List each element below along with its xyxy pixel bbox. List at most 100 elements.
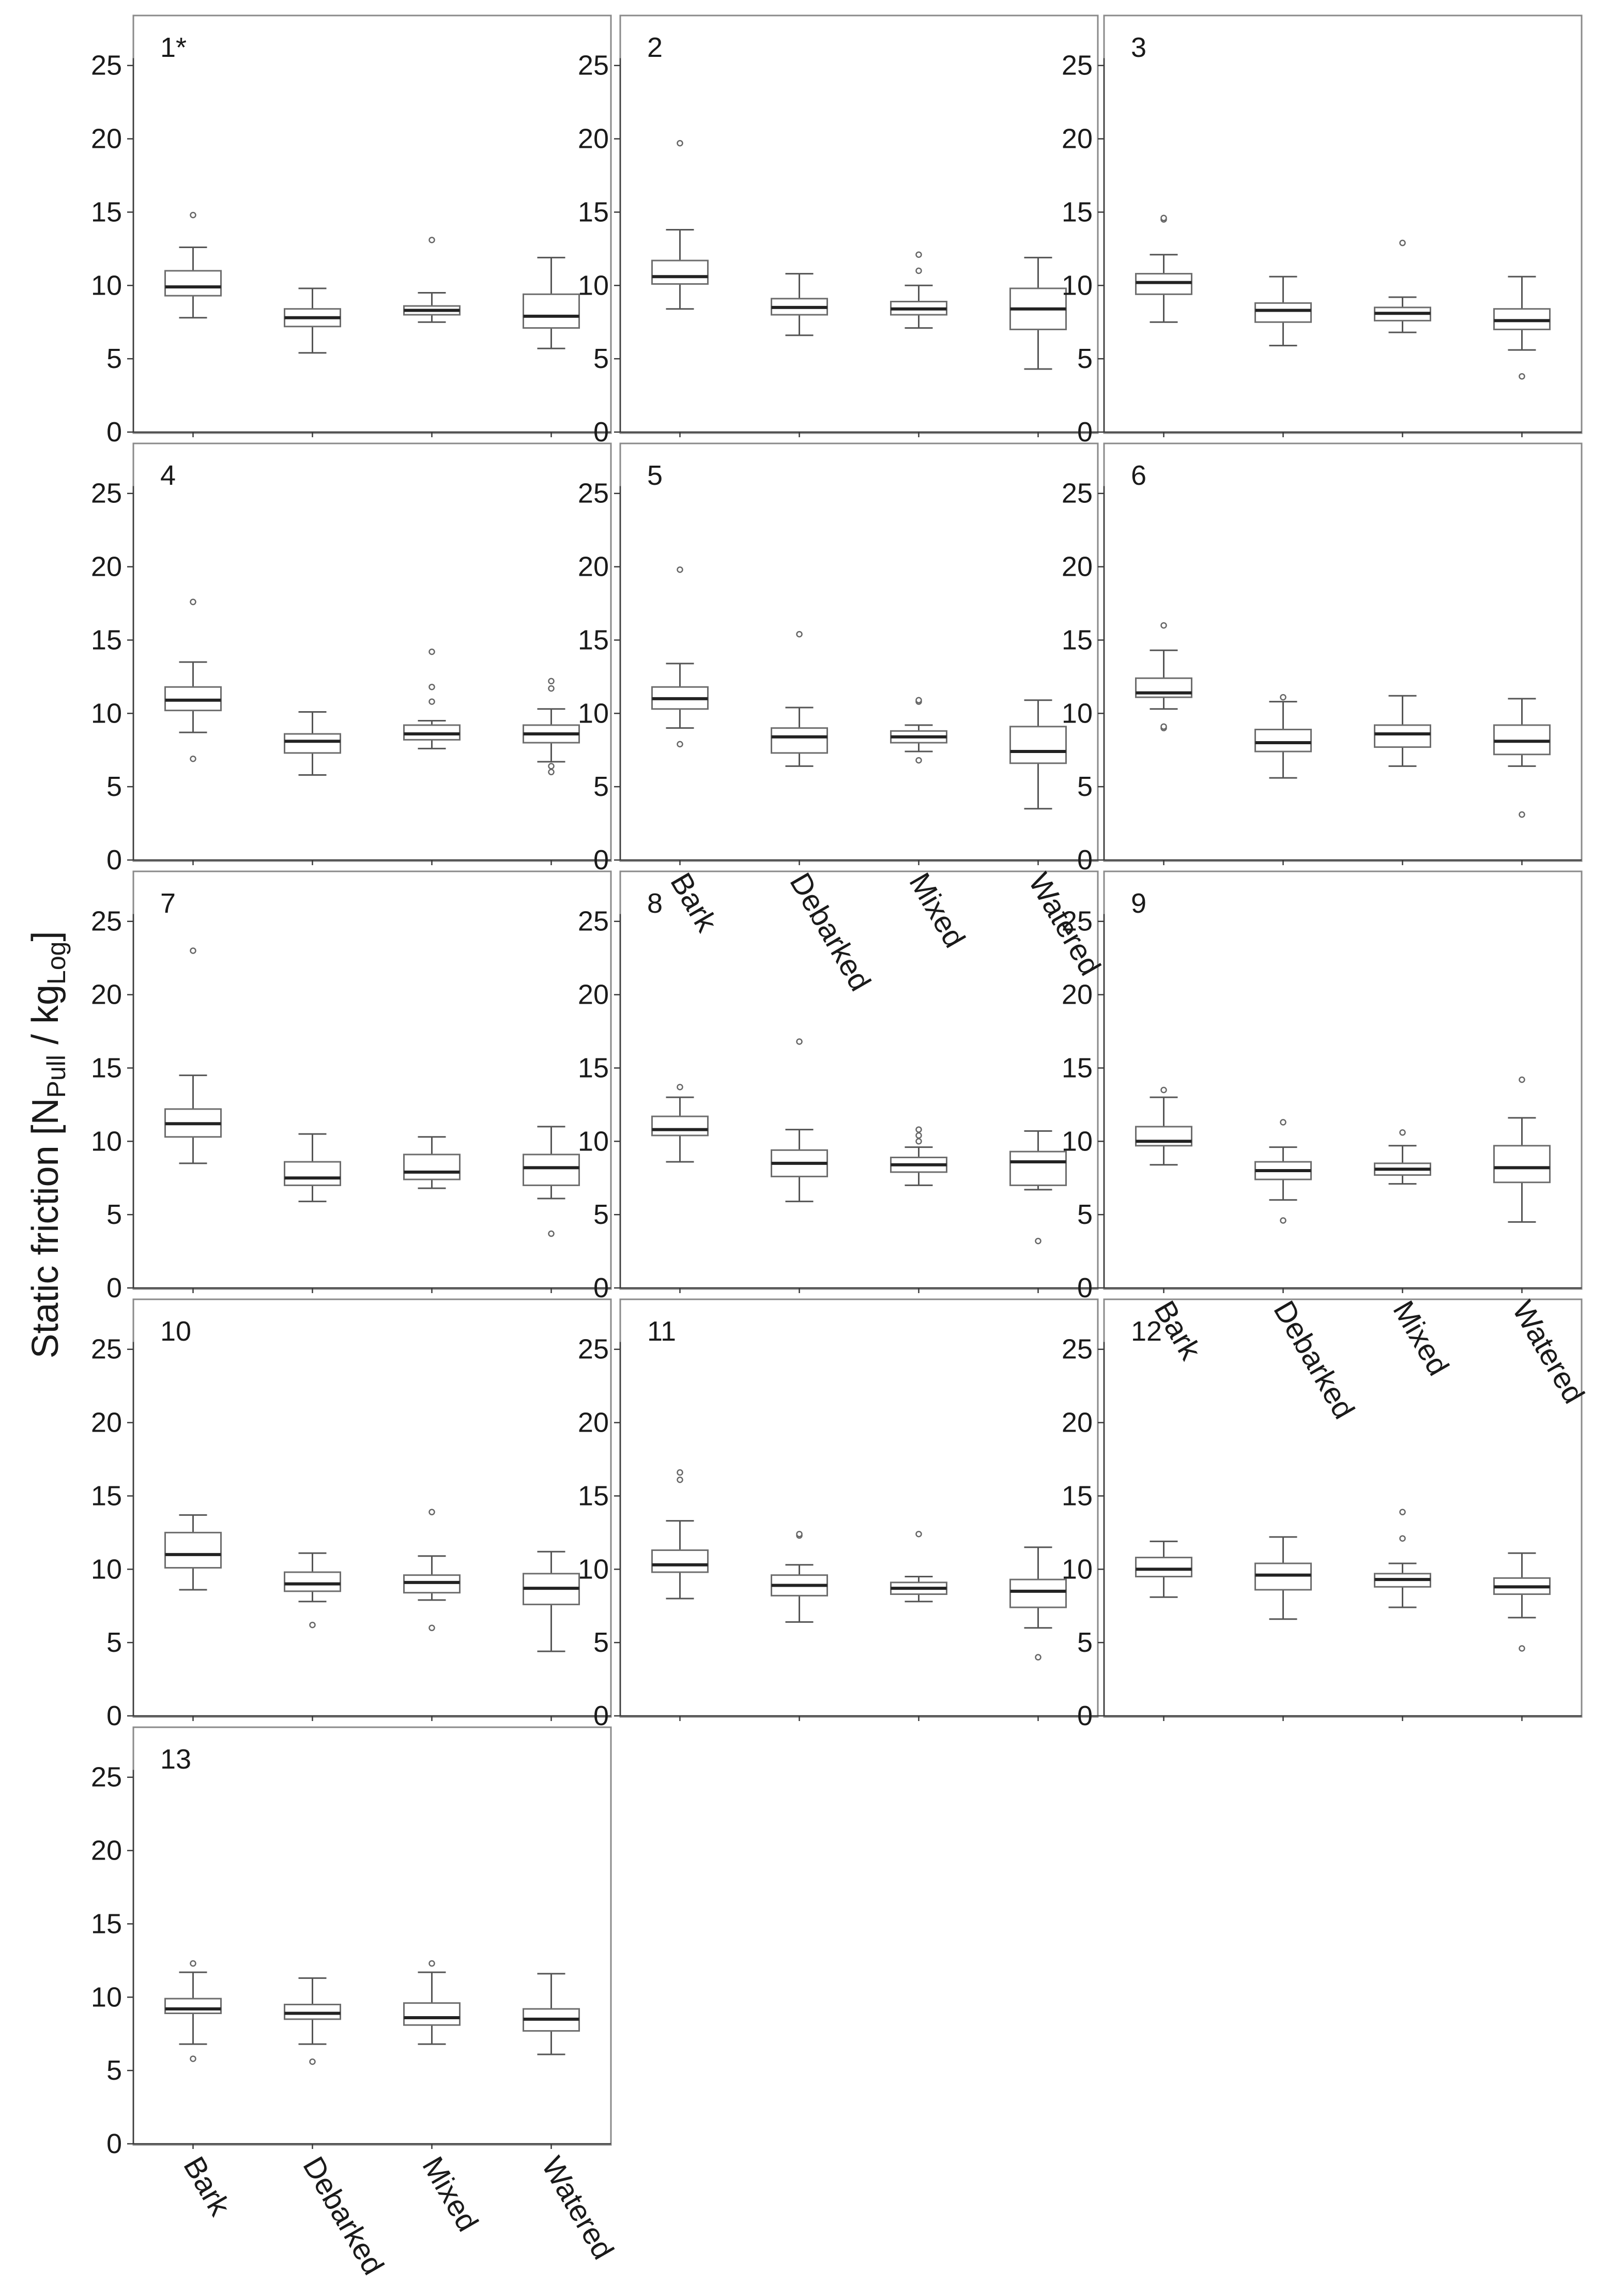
box-mixed (1374, 695, 1431, 767)
outlier-point (548, 678, 555, 685)
panel-frame (619, 14, 1099, 434)
iqr-box (403, 1154, 461, 1180)
iqr-box (403, 2002, 461, 2026)
y-tick-label: 25 (578, 1334, 609, 1365)
box-debarked (284, 1552, 341, 1629)
panel-label: 5 (647, 460, 663, 491)
iqr-box (1254, 729, 1312, 753)
box-bark (1135, 214, 1192, 323)
panel-label: 10 (160, 1316, 191, 1347)
y-tick-label: 25 (91, 906, 122, 937)
outlier-point (428, 1509, 435, 1515)
iqr-box (1135, 1557, 1192, 1577)
y-tick-label: 0 (106, 417, 122, 448)
outlier-point (915, 697, 922, 704)
panel-frame (619, 442, 1099, 862)
outlier-point (428, 698, 435, 705)
panel-frame (1103, 442, 1583, 862)
box-bark (1135, 1540, 1192, 1598)
iqr-box (1009, 1578, 1067, 1608)
outlier-point (190, 598, 196, 605)
outlier-point (1399, 239, 1406, 247)
iqr-box (1254, 302, 1312, 323)
box-debarked (284, 1133, 341, 1203)
category-label-debarked: Debarked (1267, 1295, 1361, 1424)
panel-12: 0 5 10 15 20 25 12 (1062, 1298, 1583, 1731)
iqr-box (284, 1571, 341, 1592)
box-mixed (403, 648, 461, 749)
box-mixed (890, 1530, 947, 1603)
panel-label: 13 (160, 1744, 191, 1775)
box-mixed (1374, 239, 1431, 333)
outlier-point (796, 1038, 803, 1045)
outlier-point (677, 1476, 683, 1483)
y-tick-label: 0 (593, 844, 609, 876)
y-tick-label: 5 (593, 343, 609, 374)
y-tick-label: 25 (1062, 478, 1093, 509)
y-tick-label: 15 (578, 196, 609, 227)
box-watered (523, 1550, 580, 1652)
y-tick-label: 10 (1062, 270, 1093, 301)
y-tick-label: 5 (593, 771, 609, 802)
iqr-box (1374, 724, 1431, 748)
box-debarked (771, 273, 828, 336)
panels-layer: 05101520251*0510152025205101520253051015… (91, 14, 1591, 2280)
y-tick-label: 20 (578, 979, 609, 1010)
outlier-point (190, 211, 196, 219)
box-bark (651, 566, 709, 748)
y-tick-label: 15 (1062, 1052, 1093, 1083)
y-tick-label: 5 (106, 771, 122, 802)
y-tick-label: 0 (593, 1272, 609, 1303)
panel-4: 0 5 10 15 20 25 4 (91, 442, 612, 876)
box-debarked (284, 287, 341, 354)
panel-label: 8 (647, 888, 663, 919)
outlier-point (1399, 1535, 1406, 1542)
box-mixed (1374, 1129, 1431, 1185)
iqr-box (651, 1549, 709, 1573)
outlier-point (1160, 1086, 1167, 1094)
outlier-point (1035, 1237, 1041, 1245)
y-tick-label: 10 (1062, 1126, 1093, 1157)
panel-10: 0 5 10 15 20 25 10 (91, 1298, 612, 1731)
outlier-point (1519, 373, 1525, 380)
y-tick-label: 5 (593, 1199, 609, 1230)
outlier-point (548, 769, 555, 776)
outlier-point (428, 648, 435, 655)
y-tick-label: 0 (593, 417, 609, 448)
y-tick-label: 20 (1062, 124, 1093, 155)
panel-label: 6 (1131, 460, 1146, 491)
outlier-point (190, 2055, 196, 2062)
y-tick-label: 25 (1062, 50, 1093, 81)
outlier-point (309, 1621, 316, 1629)
y-tick-label: 5 (1077, 343, 1093, 374)
panel-frame (132, 870, 612, 1290)
y-tick-label: 0 (1077, 1272, 1093, 1303)
iqr-box (523, 293, 580, 329)
iqr-box (284, 733, 341, 754)
box-bark (1135, 1086, 1192, 1166)
y-tick-label: 15 (91, 624, 122, 655)
outlier-point (677, 741, 683, 748)
box-debarked (1254, 1119, 1312, 1224)
y-axis-title-sub-log: Log (42, 942, 71, 985)
outlier-point (677, 140, 683, 147)
y-tick-label: 0 (1077, 1700, 1093, 1731)
y-tick-label: 15 (91, 1480, 122, 1511)
outlier-point (1399, 1129, 1406, 1136)
outlier-point (1519, 1645, 1525, 1652)
outlier-point (190, 755, 196, 762)
y-tick-label: 25 (1062, 906, 1093, 937)
panel-8: 0 5 10 15 20 25 8 (578, 870, 1099, 1303)
box-debarked (284, 711, 341, 776)
panel-13: 0 5 10 15 20 25 13 (91, 1726, 612, 2159)
y-tick-label: 5 (593, 1627, 609, 1658)
y-tick-label: 20 (91, 979, 122, 1010)
box-watered (1009, 1130, 1067, 1245)
y-tick-label: 10 (1062, 698, 1093, 729)
box-debarked (1254, 1536, 1312, 1620)
outlier-point (915, 267, 922, 274)
outlier-point (677, 566, 683, 573)
y-axis-title-sub-pull: Pull (42, 1055, 71, 1098)
iqr-box (523, 1154, 580, 1186)
outlier-point (1035, 1654, 1041, 1661)
